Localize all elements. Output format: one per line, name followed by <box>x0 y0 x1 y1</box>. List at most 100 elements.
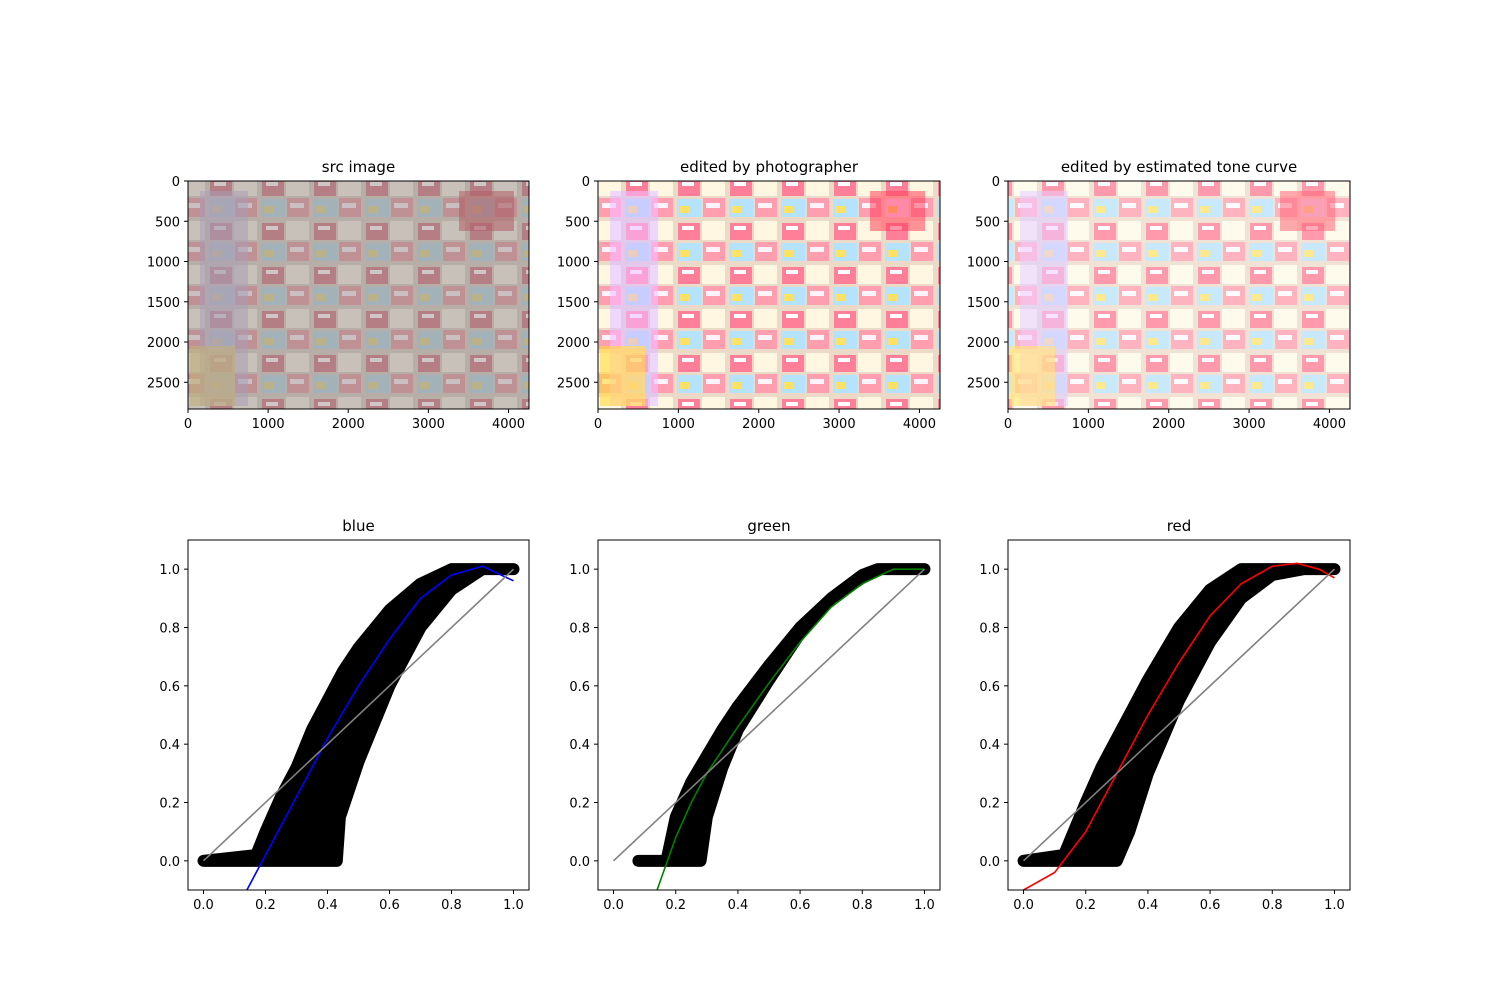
y-tick-label: 0 <box>172 175 180 190</box>
y-tick-label: 1500 <box>967 296 1000 311</box>
fit-curve-red <box>1023 562 1335 890</box>
y-tick-label: 0.6 <box>159 680 180 695</box>
plot-area <box>612 563 931 890</box>
fit-curve-blue <box>246 565 514 890</box>
photo-red-cards <box>870 191 925 231</box>
subplot-title: red <box>1167 517 1192 535</box>
y-tick-label: 0.8 <box>979 622 1000 637</box>
y-tick-label: 0 <box>992 175 1000 190</box>
y-tick-label: 0.4 <box>569 738 590 753</box>
y-tick-label: 1.0 <box>569 563 590 578</box>
x-tick-label: 0.2 <box>255 898 276 913</box>
y-tick-label: 1500 <box>557 296 590 311</box>
subplot-edited-by-estimated-tone-curve: edited by estimated tone curve 0 1000 2000 3… <box>967 158 1351 432</box>
y-tick-label: 2500 <box>557 376 590 391</box>
photo-yellow-cards <box>600 346 645 406</box>
x-tick-label: 1000 <box>252 417 285 432</box>
x-tick-label: 1000 <box>1072 417 1105 432</box>
photo-image <box>188 181 529 409</box>
y-tick-label: 1000 <box>967 256 1000 271</box>
y-tick-label: 0.0 <box>979 855 1000 870</box>
x-tick-label: 1000 <box>662 417 695 432</box>
y-tick-label: 0 <box>582 175 590 190</box>
photo-image <box>1008 181 1350 409</box>
identity-line <box>1022 568 1336 862</box>
y-tick-label: 0.4 <box>159 738 180 753</box>
x-tick-label: 0.4 <box>317 898 338 913</box>
axes-frame <box>597 180 941 410</box>
x-tick-label: 0 <box>594 417 602 432</box>
x-tick-label: 3000 <box>823 417 856 432</box>
subplot-title: src image <box>322 158 395 176</box>
photo-tone-overlay <box>1008 181 1350 409</box>
x-tick-label: 0.8 <box>852 898 873 913</box>
photo-tone-overlay <box>598 181 940 409</box>
subplot-green: green 0.0 0.2 0.4 0.6 0.8 1.0 0.0 0.2 0.4 0.6 0.8 1.… <box>569 517 941 913</box>
y-tick-label: 0.2 <box>569 797 590 812</box>
y-tick-label: 500 <box>565 215 590 230</box>
x-tick-label: 0.0 <box>1013 898 1034 913</box>
x-tick-label: 0.2 <box>1075 898 1096 913</box>
subplot-title: edited by estimated tone curve <box>1061 158 1297 176</box>
axes-frame <box>187 180 530 410</box>
x-tick-label: 2000 <box>332 417 365 432</box>
x-tick-label: 0.8 <box>441 898 462 913</box>
y-tick-label: 500 <box>975 215 1000 230</box>
x-tick-label: 4000 <box>492 417 525 432</box>
identity-line <box>202 568 515 862</box>
subplot-title: blue <box>342 517 374 535</box>
x-tick-label: 1.0 <box>503 898 524 913</box>
x-tick-label: 0.0 <box>193 898 214 913</box>
x-tick-label: 0.6 <box>1200 898 1221 913</box>
y-tick-label: 0.8 <box>159 622 180 637</box>
x-tick-label: 2000 <box>1152 417 1185 432</box>
subplot-edited-by-photographer: edited by photographer 0 1000 2000 3000 4000 0… <box>557 158 941 432</box>
y-tick-label: 2500 <box>967 376 1000 391</box>
x-tick-label: 1.0 <box>914 898 935 913</box>
x-tick-label: 2000 <box>742 417 775 432</box>
x-tick-label: 0.6 <box>790 898 811 913</box>
x-tick-label: 0 <box>184 417 192 432</box>
x-tick-label: 4000 <box>903 417 936 432</box>
fit-curve-green <box>656 568 925 890</box>
subplot-red: red 0.0 0.2 0.4 0.6 0.8 1.0 0.0 0.2 0.4 0.6 0.8 1.0 <box>979 517 1351 913</box>
x-tick-label: 3000 <box>1233 417 1266 432</box>
subplot-title: edited by photographer <box>680 158 859 176</box>
y-tick-label: 1000 <box>557 256 590 271</box>
x-tick-label: 0.4 <box>1138 898 1159 913</box>
y-tick-label: 0.2 <box>979 797 1000 812</box>
x-tick-label: 0.8 <box>1262 898 1283 913</box>
y-tick-label: 2500 <box>147 376 180 391</box>
y-tick-label: 500 <box>155 215 180 230</box>
y-tick-label: 1000 <box>147 256 180 271</box>
y-tick-label: 2000 <box>147 336 180 351</box>
y-tick-label: 0.6 <box>569 680 590 695</box>
scatter-points <box>632 563 931 867</box>
subplot-blue: blue 0.0 0.2 0.4 0.6 0.8 1.0 0.0 0.2 0.4 0.6 0.8 1.0 <box>159 517 530 913</box>
x-tick-label: 4000 <box>1313 417 1346 432</box>
plot-area <box>197 563 520 890</box>
y-tick-label: 1.0 <box>979 563 1000 578</box>
subplot-title: green <box>747 517 790 535</box>
y-tick-label: 2000 <box>557 336 590 351</box>
y-tick-label: 0.6 <box>979 680 1000 695</box>
y-tick-label: 0.2 <box>159 797 180 812</box>
identity-line <box>612 568 926 862</box>
y-tick-label: 2000 <box>967 336 1000 351</box>
axes-frame <box>1007 180 1351 410</box>
x-tick-label: 1.0 <box>1324 898 1345 913</box>
axes-frame <box>187 539 530 891</box>
x-tick-label: 0.2 <box>665 898 686 913</box>
y-tick-label: 0.0 <box>569 855 590 870</box>
photo-image <box>598 181 940 409</box>
plot-area <box>1017 562 1341 890</box>
axes-frame <box>597 539 941 891</box>
x-tick-label: 0 <box>1004 417 1012 432</box>
y-tick-label: 0.8 <box>569 622 590 637</box>
y-tick-label: 1.0 <box>159 563 180 578</box>
y-tick-label: 1500 <box>147 296 180 311</box>
y-tick-label: 0.0 <box>159 855 180 870</box>
x-tick-label: 0.0 <box>603 898 624 913</box>
subplot-src-image: src image 0 1000 2000 3000 4000 0 500 1000 1500 20… <box>147 158 530 432</box>
